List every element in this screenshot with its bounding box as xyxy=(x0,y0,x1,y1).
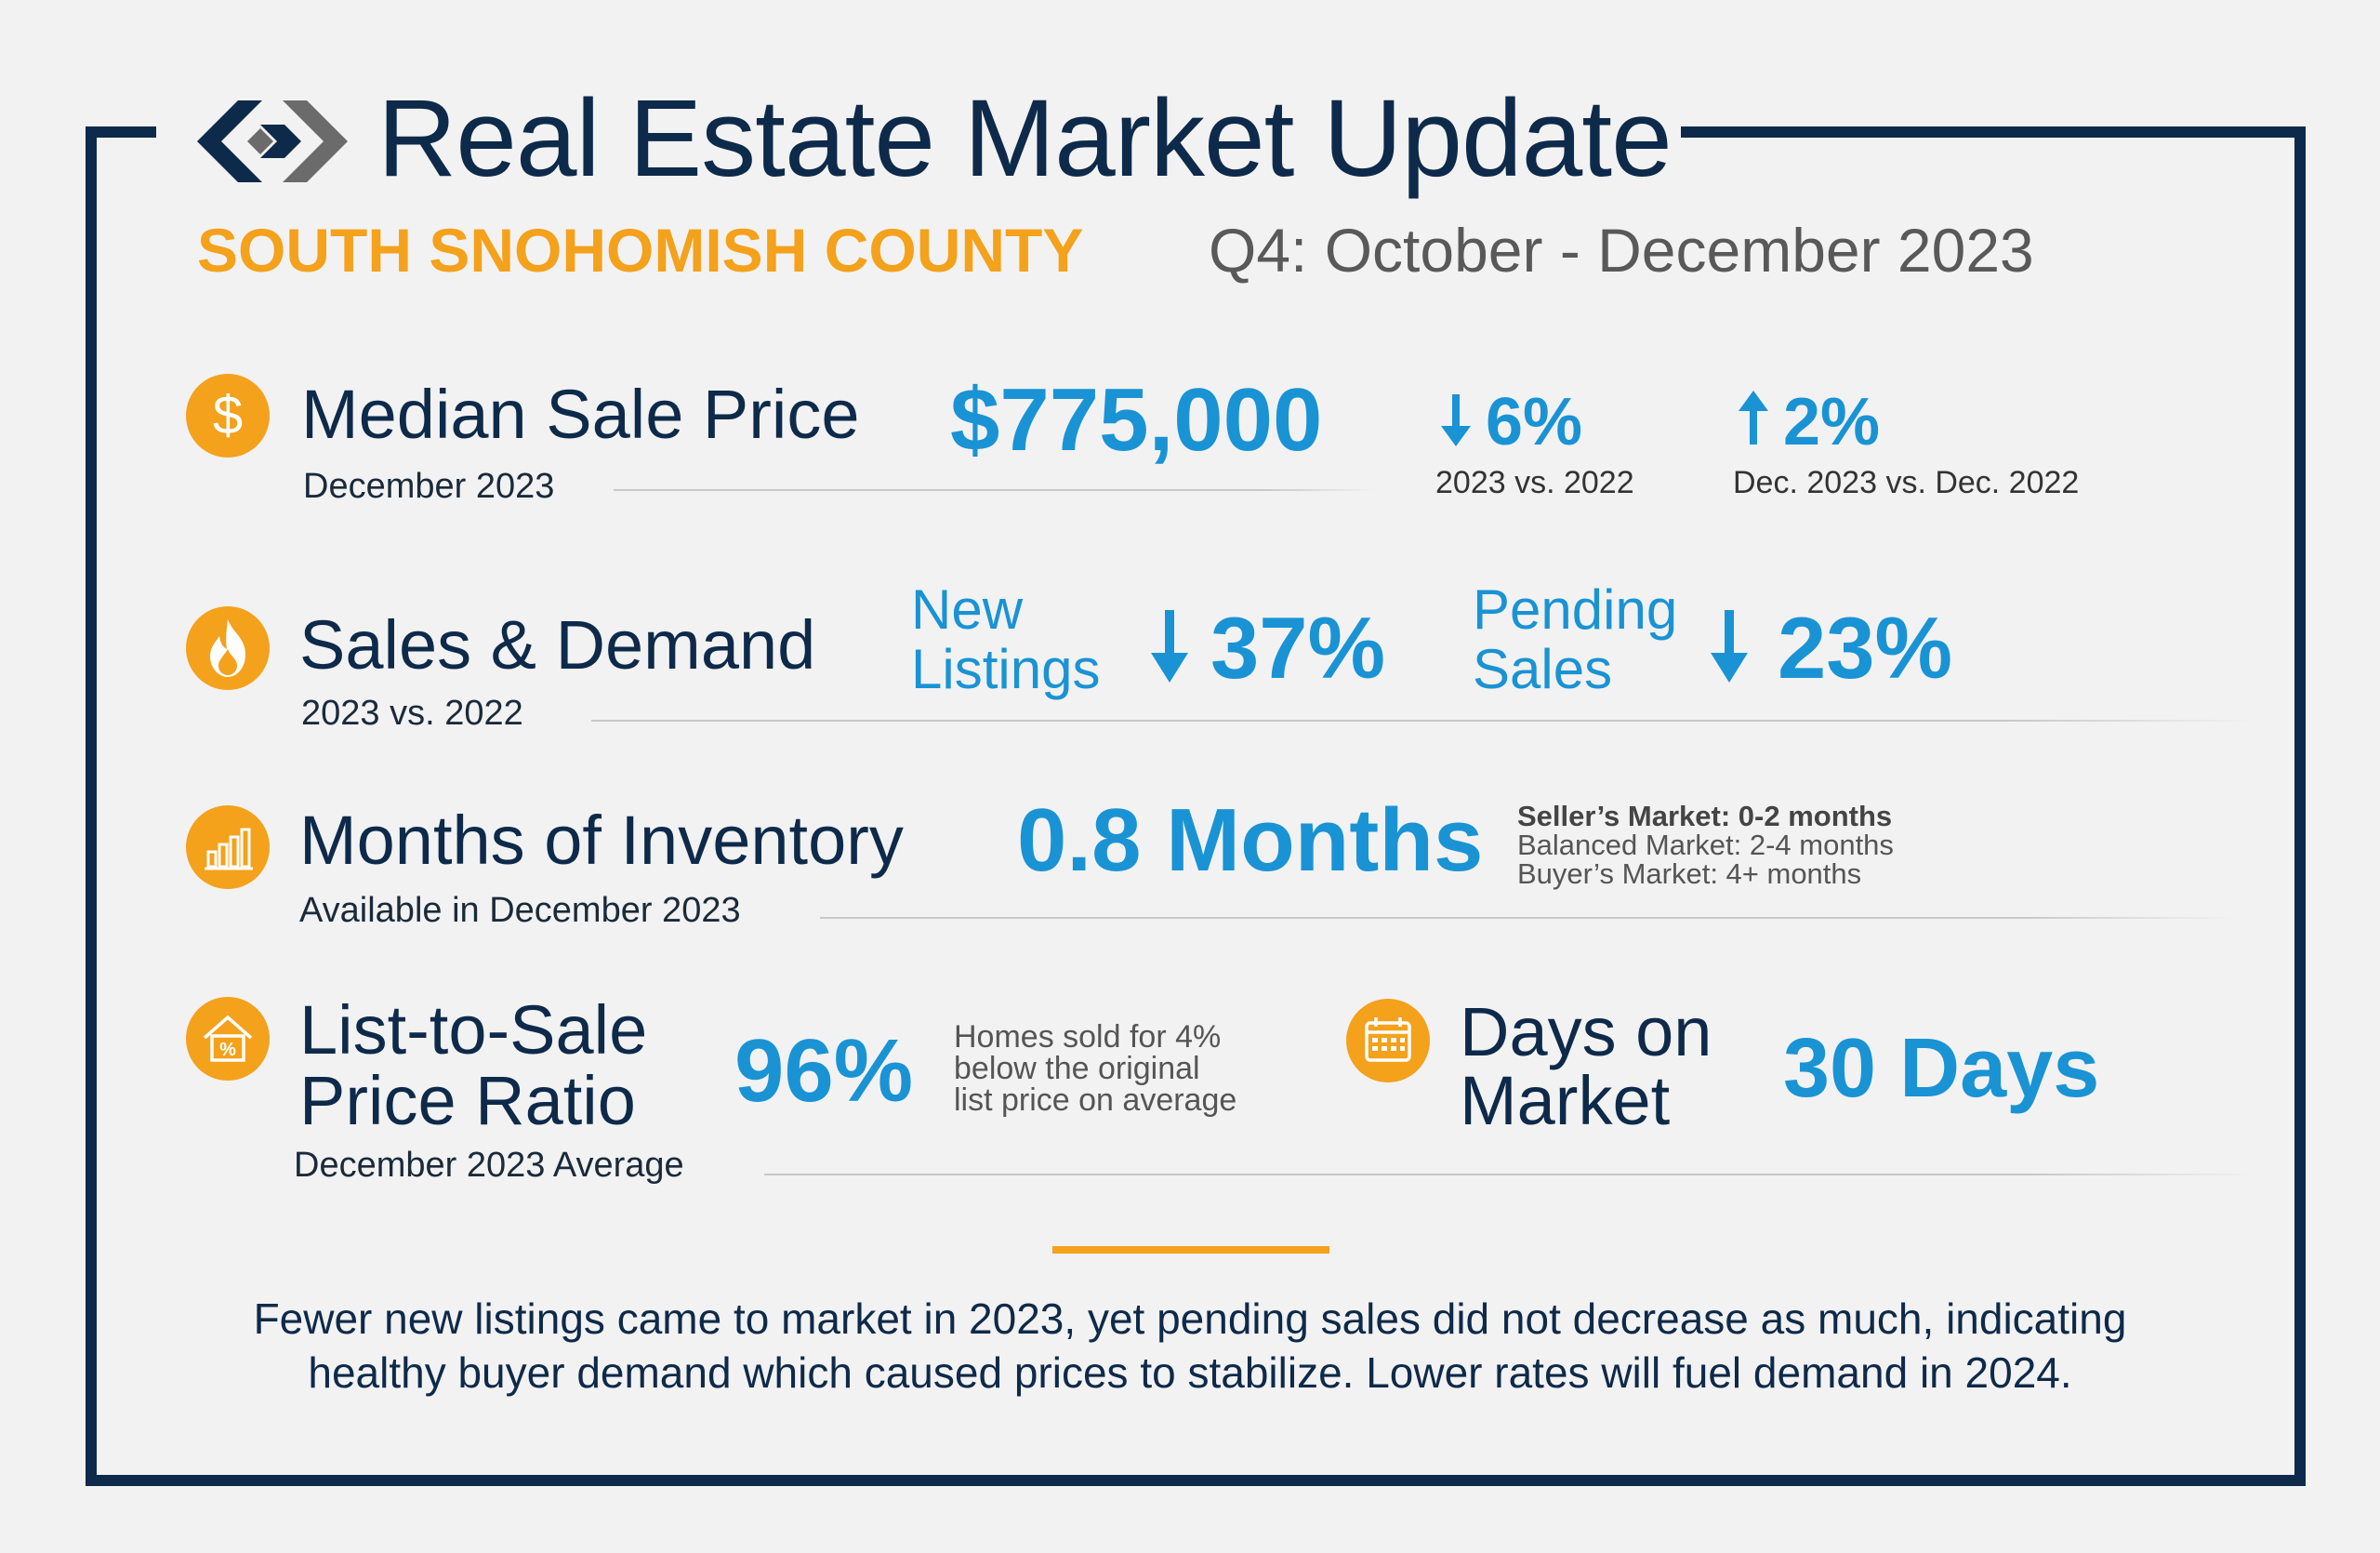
note-line: Homes sold for 4% xyxy=(954,1019,1222,1055)
row-divider xyxy=(820,917,2233,919)
summary-text: Fewer new listings came to market in 202… xyxy=(139,1293,2241,1400)
list-to-sale-label-line2: Price Ratio xyxy=(299,1062,636,1139)
flame-icon xyxy=(186,606,270,690)
sales-demand-label: Sales & Demand xyxy=(299,606,816,684)
median-month-change-caption: Dec. 2023 vs. Dec. 2022 xyxy=(1733,465,2080,500)
note-line: list price on average xyxy=(954,1082,1237,1118)
median-sale-price-label: Median Sale Price xyxy=(301,376,860,453)
legend-seller: Seller’s Market: 0-2 months xyxy=(1517,800,1893,832)
period-label: Q4: October - December 2023 xyxy=(1209,216,2034,285)
svg-text:$: $ xyxy=(213,385,243,445)
inventory-value: 0.8 Months xyxy=(1017,790,1484,890)
median-year-change-value: 6% xyxy=(1486,385,1583,459)
summary-line2: healthy buyer demand which caused prices… xyxy=(308,1347,2072,1397)
list-to-sale-sublabel: December 2023 Average xyxy=(294,1146,684,1185)
arrow-down-icon xyxy=(1441,394,1471,446)
median-year-change-caption: 2023 vs. 2022 xyxy=(1435,465,1634,500)
sales-demand-sublabel: 2023 vs. 2022 xyxy=(301,694,523,733)
pending-sales-label-line2: Sales xyxy=(1473,638,1613,700)
legend-balanced: Balanced Market: 2-4 months xyxy=(1517,829,1894,861)
new-listings-value: 37% xyxy=(1210,599,1386,697)
pending-sales-label-line1: Pending xyxy=(1473,578,1678,641)
legend-buyer: Buyer’s Market: 4+ months xyxy=(1517,857,1862,890)
page-title: Real Estate Market Update xyxy=(377,77,1673,200)
summary-line1: Fewer new listings came to market in 202… xyxy=(253,1294,2127,1343)
svg-text:%: % xyxy=(219,1040,236,1060)
list-to-sale-value: 96% xyxy=(734,1021,914,1121)
brand-logo-icon xyxy=(197,100,348,182)
market-legend: Seller’s Market: 0-2 months Balanced Mar… xyxy=(1517,802,1894,888)
region-label: SOUTH SNOHOMISH COUNTY xyxy=(197,216,1084,285)
row-divider xyxy=(764,1174,2255,1175)
calendar-icon xyxy=(1346,999,1430,1082)
title-gap xyxy=(156,93,1681,167)
arrow-down-icon xyxy=(1711,610,1748,683)
pending-sales-value: 23% xyxy=(1778,599,1953,697)
list-to-sale-label-line1: List-to-Sale xyxy=(299,991,648,1069)
median-month-change-value: 2% xyxy=(1783,385,1881,459)
arrow-down-icon xyxy=(1151,610,1188,683)
inventory-sublabel: Available in December 2023 xyxy=(299,891,741,930)
orange-rule xyxy=(1052,1246,1329,1254)
list-to-sale-note: Homes sold for 4% below the original lis… xyxy=(954,1021,1236,1116)
days-on-market-label-line2: Market xyxy=(1460,1062,1671,1139)
days-on-market-value: 30 Days xyxy=(1783,1022,2100,1115)
bar-chart-icon xyxy=(186,805,270,889)
inventory-label: Months of Inventory xyxy=(299,802,904,879)
arrow-up-icon xyxy=(1739,391,1768,445)
median-sale-price-value: $775,000 xyxy=(950,370,1323,470)
new-listings-label-line2: Listings xyxy=(911,638,1101,700)
note-line: below the original xyxy=(954,1051,1200,1086)
days-on-market-label-line1: Days on xyxy=(1460,993,1712,1070)
median-sale-price-sublabel: December 2023 xyxy=(303,467,555,506)
new-listings-label-line1: New xyxy=(911,578,1024,641)
row-divider xyxy=(614,489,1376,491)
house-percent-icon: % xyxy=(186,997,270,1081)
row-divider xyxy=(591,720,2255,722)
dollar-icon: $ xyxy=(186,374,270,458)
